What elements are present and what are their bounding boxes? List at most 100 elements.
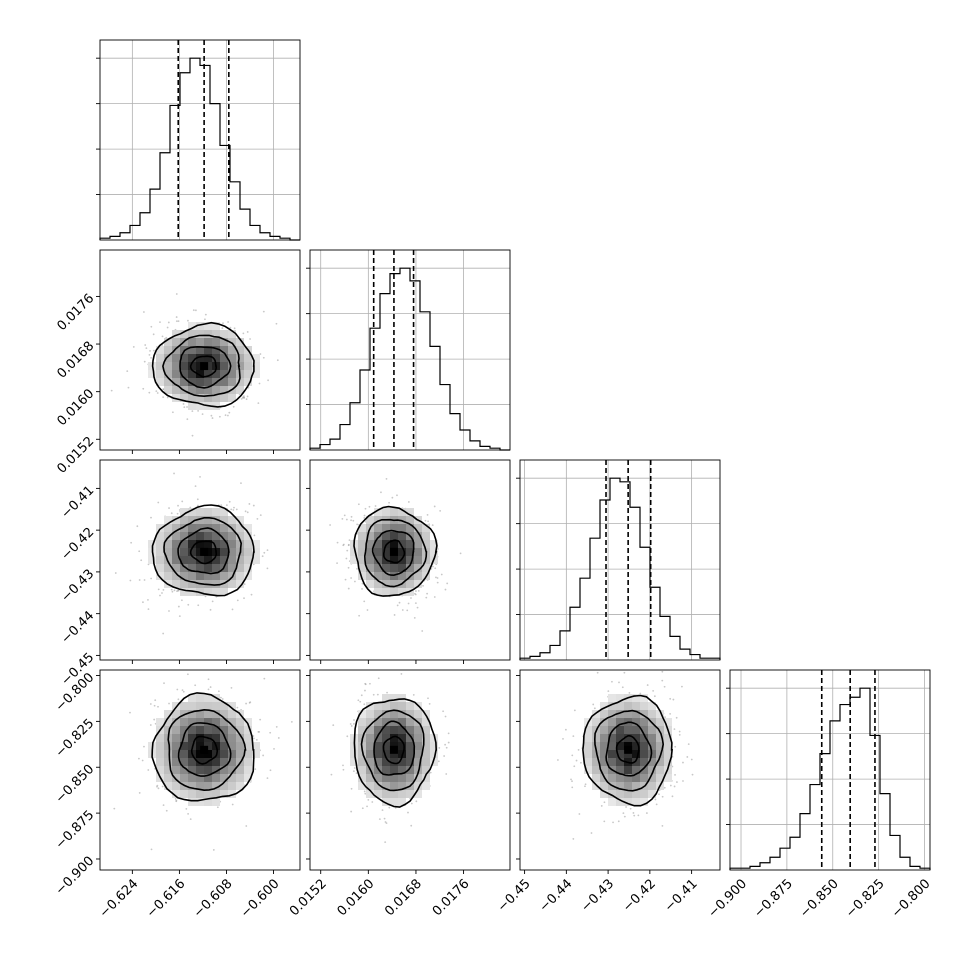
sample-point (233, 506, 235, 509)
density-cell (212, 798, 220, 806)
density-cell (228, 782, 236, 790)
density-cell (204, 516, 212, 524)
density-cell (398, 766, 406, 774)
sample-point (236, 706, 239, 709)
density-cell (212, 588, 220, 596)
density-cell (164, 362, 172, 370)
density-cell (390, 694, 398, 702)
density-cell (180, 540, 188, 548)
density-cell (172, 572, 180, 580)
density-cell (600, 726, 608, 734)
sample-point (256, 517, 259, 520)
density-cell (366, 742, 374, 750)
density-cell (244, 556, 252, 564)
density-peak (389, 547, 398, 556)
sample-point (438, 747, 441, 749)
density-cell (212, 572, 220, 580)
density-cell (366, 540, 374, 548)
density-cell (148, 556, 156, 564)
panel-frame (519, 669, 721, 871)
density-cell (172, 386, 180, 394)
sample-point (221, 698, 224, 700)
sample-point (691, 773, 694, 776)
density-cell (244, 726, 252, 734)
sample-point (357, 699, 360, 702)
density-cell (164, 548, 172, 556)
density-cell (164, 782, 172, 790)
density-cell (592, 750, 600, 758)
sample-point (361, 588, 363, 590)
sample-point (623, 671, 626, 674)
sample-point (674, 745, 677, 748)
density-cell (382, 524, 390, 532)
density-cell (220, 516, 228, 524)
sample-point (348, 539, 351, 542)
density-cell (172, 766, 180, 774)
sample-point (243, 597, 245, 600)
density-cell (640, 734, 648, 742)
density-cell (172, 790, 180, 798)
y-tick-label: 0.0152 (55, 434, 98, 477)
density-cell (204, 588, 212, 596)
sample-point (155, 390, 158, 393)
density-cell (624, 710, 632, 718)
sample-point (433, 596, 436, 598)
density-cell (196, 394, 204, 402)
density-cell (236, 362, 244, 370)
sample-point (367, 798, 370, 801)
sample-point (138, 579, 141, 581)
histogram-0 (99, 57, 300, 241)
density-cell (414, 548, 422, 556)
sample-point (187, 813, 190, 815)
contour-level-2 (163, 517, 243, 586)
density-cell (374, 718, 382, 726)
sample-point (177, 320, 180, 323)
sample-point (654, 798, 657, 801)
sample-point (436, 577, 439, 579)
density-cell (180, 572, 188, 580)
density-cell (382, 508, 390, 516)
sample-point (166, 326, 169, 329)
density-cell (188, 378, 196, 386)
density-cell (624, 766, 632, 774)
sample-point (246, 331, 249, 333)
density-cell (414, 726, 422, 734)
sample-point (228, 411, 231, 414)
density-cell (406, 540, 414, 548)
sample-point (572, 838, 575, 840)
density-cell (204, 782, 212, 790)
contour-level-1 (605, 721, 653, 777)
density-cell (374, 750, 382, 758)
sample-point (671, 795, 674, 798)
sample-point (212, 849, 215, 851)
density-cell (180, 742, 188, 750)
density-cell (220, 766, 228, 774)
sample-point (429, 771, 432, 774)
density-cell (212, 718, 220, 726)
sample-point (262, 310, 265, 313)
sample-point (194, 684, 197, 687)
density-cell (648, 742, 656, 750)
sample-point (350, 577, 352, 579)
sample-point (227, 414, 229, 417)
density-cell (252, 354, 260, 362)
density-cell (664, 750, 672, 758)
sample-point (156, 785, 158, 788)
sample-point (407, 602, 410, 605)
density-cell (236, 540, 244, 548)
sample-point (189, 506, 192, 509)
density-cell (390, 580, 398, 588)
density-cell (374, 758, 382, 766)
density-cell (156, 548, 164, 556)
density-cell (252, 750, 260, 758)
density-cell (204, 394, 212, 402)
density-cell (382, 750, 390, 758)
density-cell (414, 758, 422, 766)
density-cell (188, 734, 196, 742)
sample-point (661, 679, 664, 682)
density-cell (156, 766, 164, 774)
histogram-3 (729, 687, 931, 870)
panel-frame (99, 459, 301, 661)
density-cell (252, 742, 260, 750)
density-cell (212, 782, 220, 790)
